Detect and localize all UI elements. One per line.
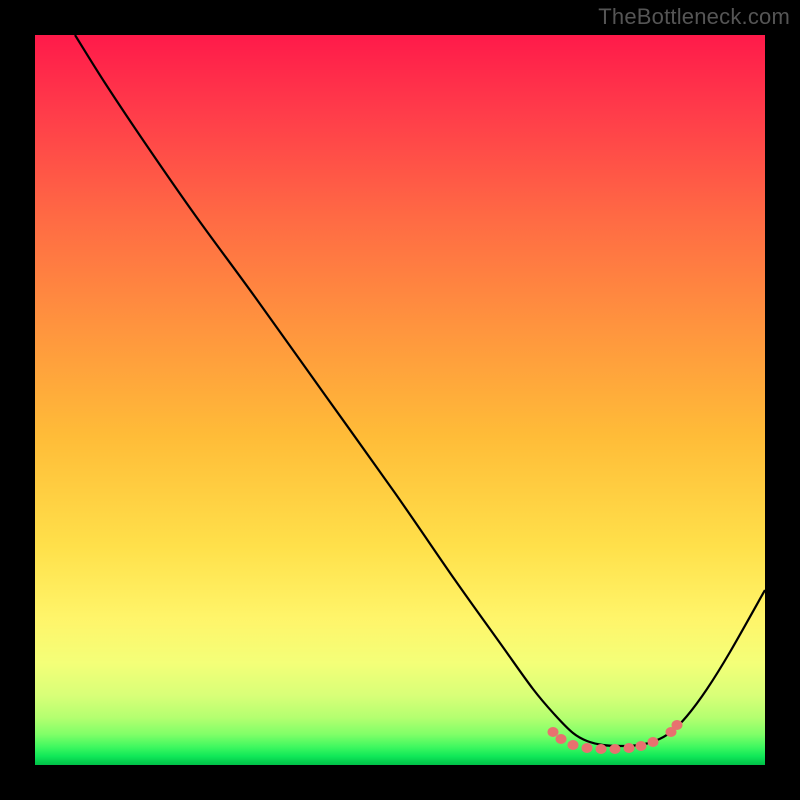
curve-marker (548, 727, 559, 737)
gradient-background (35, 35, 765, 765)
watermark-text: TheBottleneck.com (598, 4, 790, 30)
curve-marker (636, 741, 647, 751)
curve-marker (556, 734, 567, 744)
chart-svg (35, 35, 765, 765)
plot-area (35, 35, 765, 765)
curve-marker (672, 720, 683, 730)
curve-marker (582, 743, 593, 753)
curve-marker (596, 744, 607, 754)
curve-marker (610, 744, 621, 754)
curve-marker (568, 740, 579, 750)
curve-marker (648, 737, 659, 747)
curve-marker (624, 743, 635, 753)
chart-frame: TheBottleneck.com (0, 0, 800, 800)
